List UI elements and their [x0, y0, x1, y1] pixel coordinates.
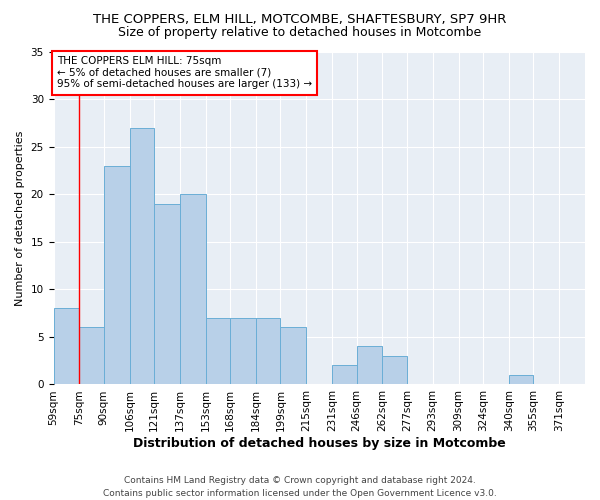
Bar	[256, 318, 280, 384]
Text: Size of property relative to detached houses in Motcombe: Size of property relative to detached ho…	[118, 26, 482, 39]
Bar	[382, 356, 407, 384]
Bar	[130, 128, 154, 384]
Bar	[79, 328, 104, 384]
Bar	[230, 318, 256, 384]
Bar	[154, 204, 180, 384]
Bar	[104, 166, 130, 384]
Y-axis label: Number of detached properties: Number of detached properties	[15, 130, 25, 306]
Bar	[206, 318, 230, 384]
Bar	[280, 328, 307, 384]
Bar	[356, 346, 382, 385]
Text: THE COPPERS ELM HILL: 75sqm
← 5% of detached houses are smaller (7)
95% of semi-: THE COPPERS ELM HILL: 75sqm ← 5% of deta…	[57, 56, 312, 90]
X-axis label: Distribution of detached houses by size in Motcombe: Distribution of detached houses by size …	[133, 437, 506, 450]
Bar	[332, 366, 356, 384]
Text: Contains HM Land Registry data © Crown copyright and database right 2024.
Contai: Contains HM Land Registry data © Crown c…	[103, 476, 497, 498]
Bar	[53, 308, 79, 384]
Text: THE COPPERS, ELM HILL, MOTCOMBE, SHAFTESBURY, SP7 9HR: THE COPPERS, ELM HILL, MOTCOMBE, SHAFTES…	[94, 12, 506, 26]
Bar	[509, 375, 533, 384]
Bar	[180, 194, 206, 384]
